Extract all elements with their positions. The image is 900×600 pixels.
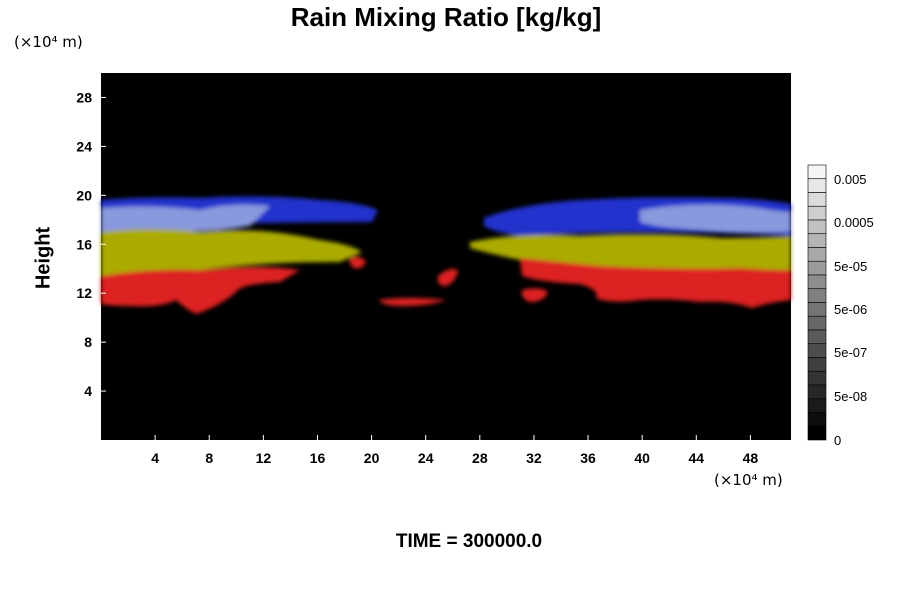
colorbar-level bbox=[807, 398, 827, 413]
colorbar-level bbox=[807, 412, 827, 427]
colorbar-level bbox=[807, 370, 827, 386]
colorbar-level bbox=[807, 384, 827, 400]
colorbar-tick-label: 5e-05 bbox=[834, 259, 867, 274]
light-blue-band-right bbox=[640, 204, 791, 233]
colorbar-level bbox=[807, 425, 827, 441]
colorbar-level bbox=[807, 288, 827, 303]
x-axis-unit: (×10⁴ m) bbox=[714, 471, 783, 489]
colorbar-level bbox=[807, 274, 827, 290]
colorbar-tick-label: 0.0005 bbox=[834, 215, 874, 230]
colorbar-level bbox=[807, 233, 827, 248]
red-band-right bbox=[520, 258, 791, 308]
colorbar-tick-label: 0 bbox=[834, 433, 841, 448]
x-tick-label: 48 bbox=[743, 450, 759, 466]
colorbar-level bbox=[807, 178, 827, 193]
colorbar-level bbox=[807, 315, 827, 331]
x-tick-label: 40 bbox=[634, 450, 650, 466]
y-tick-label: 20 bbox=[76, 187, 92, 203]
colorbar-level bbox=[807, 357, 827, 372]
x-tick-label: 32 bbox=[526, 450, 542, 466]
x-tick-label: 16 bbox=[310, 450, 326, 466]
red-patch-right-low bbox=[521, 288, 548, 302]
colorbar-tick-label: 0.005 bbox=[834, 172, 867, 187]
colorbar-level bbox=[807, 247, 827, 262]
red-patch-small-2 bbox=[349, 256, 366, 269]
colorbar-level bbox=[807, 205, 827, 221]
colorbar-level bbox=[807, 343, 827, 358]
x-tick-label: 20 bbox=[364, 450, 380, 466]
chart-title: Rain Mixing Ratio [kg/kg] bbox=[290, 2, 602, 32]
yellow-band-left bbox=[101, 229, 362, 278]
colorbar-tick-label: 5e-08 bbox=[834, 389, 867, 404]
light-blue-band-left bbox=[101, 204, 270, 232]
y-tick-label: 28 bbox=[76, 89, 92, 105]
colorbar-tick-label: 5e-07 bbox=[834, 345, 867, 360]
x-tick-label: 12 bbox=[256, 450, 272, 466]
x-tick-label: 24 bbox=[418, 450, 434, 466]
red-patch-middle bbox=[378, 298, 446, 306]
y-tick-label: 8 bbox=[84, 334, 92, 350]
red-patch-small bbox=[437, 268, 458, 286]
colorbar-level bbox=[807, 329, 827, 345]
time-label: TIME = 300000.0 bbox=[395, 531, 543, 552]
x-tick-label: 4 bbox=[151, 450, 159, 466]
x-tick-label: 44 bbox=[689, 450, 705, 466]
y-tick-label: 12 bbox=[76, 285, 92, 301]
y-tick-label: 16 bbox=[76, 236, 92, 252]
x-tick-label: 28 bbox=[472, 450, 488, 466]
colorbar-level bbox=[807, 192, 827, 207]
colorbar-tick-label: 5e-06 bbox=[834, 302, 867, 317]
x-tick-label: 8 bbox=[205, 450, 213, 466]
y-tick-label: 24 bbox=[76, 138, 92, 154]
y-axis-unit: (×10⁴ m) bbox=[14, 33, 83, 51]
colorbar-level bbox=[807, 260, 827, 276]
red-band-left bbox=[101, 267, 300, 314]
colorbar-level bbox=[807, 302, 827, 317]
colorbar-level bbox=[807, 164, 827, 180]
x-tick-label: 36 bbox=[580, 450, 596, 466]
y-tick-label: 4 bbox=[84, 383, 92, 399]
colorbar-level bbox=[807, 219, 827, 235]
